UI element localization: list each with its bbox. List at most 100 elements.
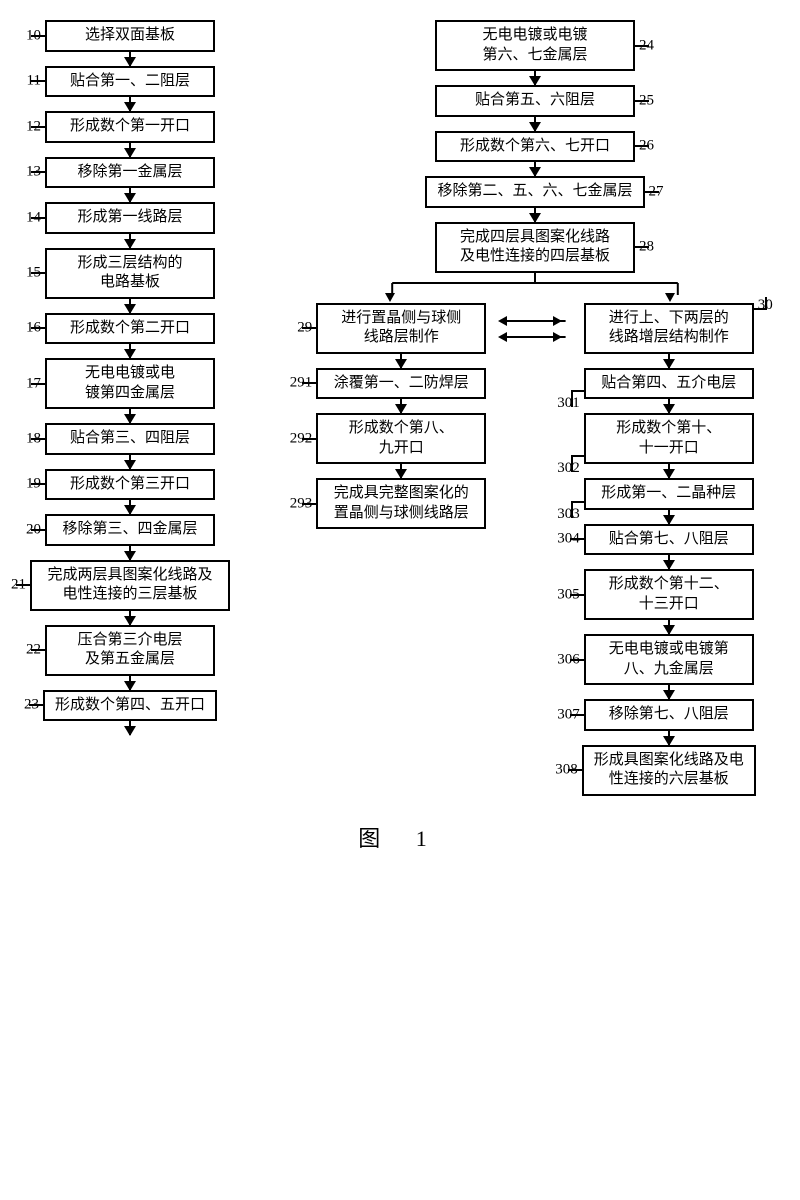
flow-node-23: 形成数个第四、五开口 (43, 690, 217, 722)
node-label-13: 13 (26, 164, 41, 181)
flow-node-24: 无电电镀或电镀第六、七金属层 (435, 20, 635, 71)
flow-node-26: 形成数个第六、七开口 (435, 131, 635, 163)
branch-29: 进行置晶侧与球侧线路层制作29 涂覆第一、二防焊层291 形成数个第八、九开口292… (280, 303, 523, 796)
arrow-down (129, 455, 131, 469)
arrow-down (129, 52, 131, 66)
arrow-down (400, 399, 402, 413)
node-label-15: 15 (26, 265, 41, 282)
arrow-down (534, 162, 536, 176)
arrow-down (668, 620, 670, 634)
flow-node-22: 压合第三介电层及第五金属层 (45, 625, 215, 676)
flow-node-11: 贴合第一、二阻层 (45, 66, 215, 98)
node-label-23: 23 (24, 697, 39, 714)
arrow-down (534, 208, 536, 222)
node-label-19: 19 (26, 476, 41, 493)
flow-node-20: 移除第三、四金属层 (45, 514, 215, 546)
arrow-down (129, 97, 131, 111)
node-label-302: 302 (557, 460, 580, 477)
flow-node-21: 完成两层具图案化线路及电性连接的三层基板 (30, 560, 230, 611)
flow-node-14: 形成第一线路层 (45, 202, 215, 234)
arrow-down (534, 71, 536, 85)
figure-label: 图 1 (10, 821, 790, 853)
arrow-down (129, 409, 131, 423)
flow-node-292: 形成数个第八、九开口 (316, 413, 486, 464)
flow-node-10: 选择双面基板 (45, 20, 215, 52)
flow-node-28: 完成四层具图案化线路及电性连接的四层基板 (435, 222, 635, 273)
arrow-down (129, 676, 131, 690)
node-label-16: 16 (26, 320, 41, 337)
node-label-304: 304 (557, 531, 580, 548)
flow-node-308: 形成具图案化线路及电性连接的六层基板 (582, 745, 756, 796)
node-label-308: 308 (555, 762, 578, 779)
arrow-down (668, 555, 670, 569)
flow-node-30: 进行上、下两层的线路增层结构制作 (584, 303, 754, 354)
node-label-26: 26 (639, 138, 654, 155)
flow-node-303: 形成第一、二晶种层 (584, 478, 754, 510)
node-label-307: 307 (557, 706, 580, 723)
node-label-17: 17 (26, 375, 41, 392)
flow-node-306: 无电电镀或电镀第八、九金属层 (584, 634, 754, 685)
node-label-29: 29 (297, 320, 312, 337)
arrow-down (129, 500, 131, 514)
arrow-down (129, 188, 131, 202)
node-label-28: 28 (639, 239, 654, 256)
flow-node-29: 进行置晶侧与球侧线路层制作 (316, 303, 486, 354)
flow-node-307: 移除第七、八阻层 (584, 699, 754, 731)
flowchart-container: 选择双面基板10 贴合第一、二阻层11 形成数个第一开口12 移除第一金属层13 形成第… (10, 20, 790, 796)
branch-split-connector (280, 273, 790, 303)
node-label-22: 22 (26, 642, 41, 659)
arrow-down (534, 117, 536, 131)
node-label-25: 25 (639, 92, 654, 109)
flow-node-15: 形成三层结构的电路基板 (45, 248, 215, 299)
flow-node-19: 形成数个第三开口 (45, 469, 215, 501)
arrow-down (129, 143, 131, 157)
node-label-293: 293 (290, 495, 313, 512)
node-label-14: 14 (26, 209, 41, 226)
node-label-305: 305 (557, 586, 580, 603)
flow-node-304: 贴合第七、八阻层 (584, 524, 754, 556)
arrow-down (129, 344, 131, 358)
flow-node-13: 移除第一金属层 (45, 157, 215, 189)
right-column: 无电电镀或电镀第六、七金属层24 贴合第五、六阻层25 形成数个第六、七开口26 移除… (280, 20, 790, 796)
arrow-down (129, 546, 131, 560)
branch-row: 进行置晶侧与球侧线路层制作29 涂覆第一、二防焊层291 形成数个第八、九开口292… (280, 303, 790, 796)
branch-30: 进行上、下两层的线路增层结构制作30贴合第四、五介电层301形成数个第十、十一开… (548, 303, 791, 796)
flow-node-17: 无电电镀或电镀第四金属层 (45, 358, 215, 409)
node-label-24: 24 (639, 37, 654, 54)
arrow-down (129, 234, 131, 248)
node-label-303: 303 (557, 506, 580, 523)
node-label-301: 301 (557, 395, 580, 412)
flow-node-27: 移除第二、五、六、七金属层 (425, 176, 644, 208)
flow-node-25: 贴合第五、六阻层 (435, 85, 635, 117)
flow-node-305: 形成数个第十二、十三开口 (584, 569, 754, 620)
flow-node-301: 贴合第四、五介电层 (584, 368, 754, 400)
arrow-down (668, 731, 670, 745)
arrow-down (400, 464, 402, 478)
arrow-down (129, 611, 131, 625)
flow-node-18: 贴合第三、四阻层 (45, 423, 215, 455)
arrow-down (668, 685, 670, 699)
node-label-12: 12 (26, 118, 41, 135)
right-top-column: 无电电镀或电镀第六、七金属层24贴合第五、六阻层25形成数个第六、七开口26移除… (425, 20, 644, 273)
left-column: 选择双面基板10 贴合第一、二阻层11 形成数个第一开口12 移除第一金属层13 形成第… (10, 20, 250, 796)
node-label-291: 291 (290, 375, 313, 392)
arrow-down (668, 464, 670, 478)
node-label-292: 292 (290, 430, 313, 447)
arrow-down (400, 354, 402, 368)
flow-node-12: 形成数个第一开口 (45, 111, 215, 143)
node-label-10: 10 (26, 27, 41, 44)
flow-node-16: 形成数个第二开口 (45, 313, 215, 345)
flow-node-293: 完成具完整图案化的置晶侧与球侧线路层 (316, 478, 486, 529)
node-label-11: 11 (27, 73, 41, 90)
flow-node-291: 涂覆第一、二防焊层 (316, 368, 486, 400)
node-label-21: 21 (11, 577, 26, 594)
arrow-down (668, 399, 670, 413)
node-label-27: 27 (649, 183, 664, 200)
node-label-30: 30 (758, 297, 773, 314)
arrow-down (129, 721, 131, 735)
arrow-down (129, 299, 131, 313)
node-label-306: 306 (557, 651, 580, 668)
flow-node-302: 形成数个第十、十一开口 (584, 413, 754, 464)
arrow-down (668, 510, 670, 524)
arrow-down (668, 354, 670, 368)
